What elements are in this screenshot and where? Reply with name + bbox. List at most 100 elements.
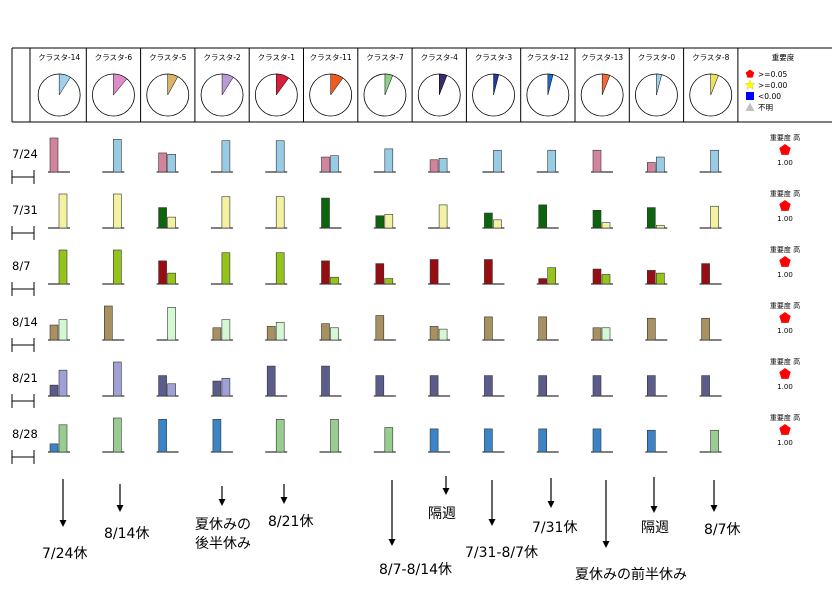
bar-light (655, 272, 665, 285)
arrow-head-icon (650, 506, 658, 513)
bar-dark (158, 207, 167, 229)
annotation-label: 夏休みの 後半休み (195, 516, 251, 554)
bar-dark (646, 162, 656, 173)
bar-dark (375, 315, 385, 341)
legend-label: >=0.05 (758, 70, 787, 79)
bar-light (601, 327, 611, 341)
week-label: 8/21 (12, 371, 38, 385)
cluster-label: クラスタ-14 (38, 53, 80, 62)
pie-slice (547, 73, 554, 96)
bar-light (167, 383, 176, 397)
bar-dark (646, 317, 656, 341)
cluster-label: クラスタ-1 (258, 53, 296, 62)
annotation-line: 夏休みの 後半休み (195, 517, 251, 552)
bar-light (493, 219, 502, 229)
bar-dark (646, 429, 656, 453)
bar-dark (375, 215, 385, 229)
legend-label: 不明 (758, 103, 773, 112)
importance-value: 1.00 (777, 327, 793, 335)
bar-dark (212, 419, 222, 453)
pie-slice (113, 73, 128, 96)
bar-light (221, 196, 231, 229)
legend-label: >=0.00 (758, 81, 787, 90)
week-rows: 7/24 重要度 高 1.00 7/31 重要度 高 1.00 8/7 重要度 高 1.00 8/… (11, 133, 800, 464)
importance-pentagon-icon (779, 200, 791, 211)
bar-light (384, 427, 394, 453)
bar-dark (104, 305, 113, 341)
bar-dark (592, 327, 602, 341)
bar-light (113, 193, 122, 229)
bar-light (275, 140, 285, 173)
bar-dark (592, 268, 602, 285)
bar-light (710, 429, 719, 453)
cluster-label: クラスタ-4 (421, 53, 459, 62)
bar-dark (158, 419, 167, 453)
bar-light (58, 193, 68, 229)
cluster-label: クラスタ-2 (203, 53, 241, 62)
bar-light (167, 216, 176, 229)
bar-dark (484, 259, 493, 285)
bar-dark (49, 384, 59, 397)
cluster-label: クラスタ-8 (692, 53, 730, 62)
cluster-label: クラスタ-5 (149, 53, 187, 62)
pentagon-icon (745, 69, 755, 78)
bar-dark (429, 326, 439, 341)
importance-label: 重要度 高 (770, 133, 800, 142)
bar-light (601, 222, 611, 229)
importance-label: 重要度 高 (770, 413, 800, 422)
pie-slice (601, 73, 611, 96)
bar-dark (484, 316, 493, 341)
week-label: 7/24 (12, 147, 38, 161)
bar-grid (48, 137, 722, 453)
importance-label: 重要度 高 (770, 357, 800, 366)
importance-value: 1.00 (777, 271, 793, 279)
annotation-label: 8/7-8/14休 (379, 562, 453, 578)
arrow-head-icon (442, 488, 450, 495)
bar-dark (429, 159, 439, 173)
bar-dark (266, 365, 276, 397)
cluster-label: クラスタ-13 (581, 53, 623, 62)
bar-light (601, 274, 611, 285)
arrow-head-icon (710, 505, 718, 512)
cluster-header: クラスタ-14 クラスタ-6 クラスタ-5 クラスタ-2 クラスタ-1 クラスタ-11 クラ… (11, 47, 832, 123)
legend-label: <0.00 (758, 92, 781, 101)
bar-light (275, 419, 285, 453)
bar-dark (212, 327, 222, 341)
bar-light (438, 204, 448, 229)
importance-value: 1.00 (777, 439, 793, 447)
bar-light (167, 154, 176, 173)
bar-light (113, 249, 122, 285)
bar-light (547, 149, 557, 173)
week-label: 8/7 (12, 259, 31, 273)
bar-light (275, 196, 285, 229)
bar-dark (49, 324, 59, 341)
cluster-label: クラスタ-3 (475, 53, 513, 62)
bar-light (167, 307, 176, 341)
bar-dark (592, 375, 602, 397)
importance-label: 重要度 高 (770, 189, 800, 198)
bar-dark (701, 375, 710, 397)
pie-slice (710, 73, 719, 96)
annotation-label: 7/31休 (532, 520, 578, 536)
bar-light (221, 378, 231, 397)
bar-light (330, 155, 339, 173)
bar-dark (158, 375, 167, 397)
cluster-label: クラスタ-0 (638, 53, 676, 62)
bar-dark (212, 380, 222, 397)
cluster-label: クラスタ-11 (310, 53, 352, 62)
bar-dark (646, 270, 656, 285)
annotation-label: 7/24休 (42, 546, 88, 562)
bar-dark (321, 323, 330, 341)
bar-dark (321, 365, 330, 397)
cluster-label: クラスタ-7 (366, 53, 404, 62)
bar-light (655, 156, 665, 173)
bar-light (438, 328, 448, 341)
week-label: 8/28 (12, 427, 38, 441)
bar-dark (538, 375, 548, 397)
arrow-head-icon (602, 541, 610, 548)
arrow-head-icon (547, 501, 555, 508)
bar-light (58, 319, 68, 341)
importance-pentagon-icon (779, 424, 791, 435)
bar-dark (484, 212, 493, 229)
